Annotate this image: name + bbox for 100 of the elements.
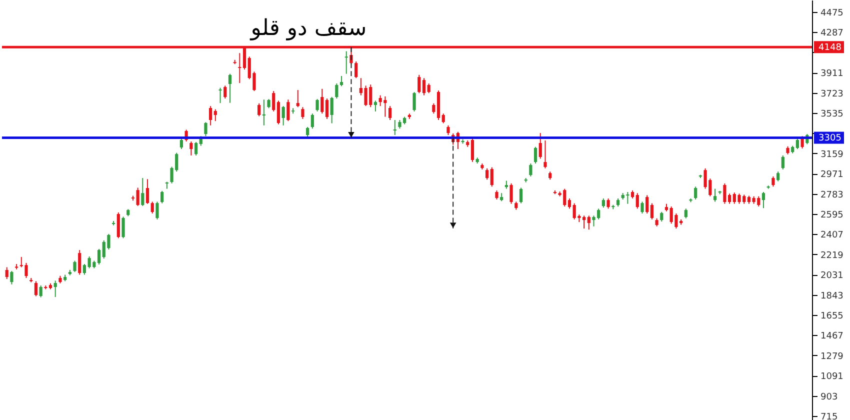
candlestick <box>34 280 38 297</box>
candlestick <box>267 98 270 109</box>
candlestick <box>800 136 804 149</box>
y-tick-label: 2783 <box>820 190 844 200</box>
text: سقف دو قلو <box>250 16 367 41</box>
y-tick-label: 3535 <box>820 110 844 120</box>
y-tick-label: 715 <box>820 412 838 420</box>
candlestick <box>262 99 266 126</box>
candlestick <box>320 88 324 114</box>
candlestick <box>194 142 198 156</box>
y-tick-label: 2407 <box>820 230 844 241</box>
y-tick-label: 4475 <box>820 8 844 19</box>
candlestick <box>204 122 208 137</box>
candlestick <box>418 74 421 94</box>
candlestick <box>529 163 532 177</box>
candlestick <box>82 263 86 276</box>
candlestick <box>209 106 212 126</box>
candlestick <box>602 198 605 208</box>
y-tick-label: 3159 <box>820 150 844 160</box>
candlestick <box>306 126 310 138</box>
candlestick <box>519 187 523 204</box>
candlestick <box>412 92 416 112</box>
candlestick <box>713 188 717 202</box>
y-tick-label: 4287 <box>820 28 844 39</box>
candlestick <box>354 60 358 79</box>
y-tick-label: 1655 <box>820 312 844 322</box>
candlestick <box>485 168 489 180</box>
candlestick <box>238 52 242 84</box>
candlestick <box>606 198 610 210</box>
y-tick-label: 2031 <box>820 271 844 282</box>
y-tick-label: 3911 <box>820 69 844 80</box>
candlestick <box>97 248 101 266</box>
candlestick <box>286 99 290 122</box>
candlestick <box>723 182 726 204</box>
candlestick <box>150 201 154 214</box>
candlestick <box>180 138 184 150</box>
y-tick-label: 3723 <box>820 89 844 100</box>
candlestick <box>330 96 334 124</box>
y-tick-label: 1467 <box>820 332 844 342</box>
y-tick-label: 903 <box>820 392 838 402</box>
candlestick <box>442 113 445 124</box>
candlestick <box>388 106 392 121</box>
candlestick <box>54 280 57 298</box>
candlestick <box>510 182 513 204</box>
candlestick <box>470 138 474 162</box>
candlestick <box>781 154 784 170</box>
candlestick <box>582 215 586 230</box>
y-tick-label: 1091 <box>820 372 844 382</box>
candlestick <box>684 208 688 219</box>
candlestick <box>122 216 125 239</box>
candlestick <box>728 193 732 204</box>
candlestick <box>218 87 222 104</box>
candlestick <box>296 90 300 108</box>
candlestick <box>316 98 319 112</box>
candlestick <box>568 198 572 210</box>
candlestick <box>282 106 285 126</box>
candlestick <box>78 250 82 276</box>
candlestick <box>5 266 8 280</box>
candlestick <box>776 171 780 182</box>
candlestick <box>228 73 232 104</box>
y-tick-label: 1843 <box>820 291 844 302</box>
candlestick <box>538 132 542 160</box>
candlestick <box>141 178 144 206</box>
candlestick <box>272 90 276 112</box>
candlestick <box>224 85 227 100</box>
candlestick <box>136 187 140 206</box>
candlestick <box>495 190 498 200</box>
candlestick <box>335 82 338 100</box>
candlestick <box>534 146 538 164</box>
candlestick <box>650 202 654 220</box>
candlestick <box>490 166 494 188</box>
candlestick <box>640 201 644 214</box>
candlestick <box>796 138 799 150</box>
candlestick <box>160 190 164 204</box>
candlestick <box>427 82 430 94</box>
candlestick <box>276 100 280 125</box>
candlestick <box>156 201 159 220</box>
candlestick <box>432 102 436 114</box>
candlestick <box>214 108 217 122</box>
y-tick-label: 2595 <box>820 210 844 221</box>
candlestick <box>762 192 766 209</box>
candlestick <box>646 194 649 214</box>
candlestick <box>310 113 314 130</box>
candlestick <box>340 75 344 87</box>
candlestick <box>422 78 426 96</box>
candlestick <box>325 98 329 120</box>
candlestick <box>116 212 120 239</box>
ref-line-label: 3305 <box>818 134 842 144</box>
candlestick <box>39 284 42 298</box>
candlestick <box>544 140 547 169</box>
candlestick <box>772 176 775 188</box>
candlestick <box>393 120 396 136</box>
candlestick <box>660 211 664 222</box>
y-tick-label: 1279 <box>820 352 844 362</box>
y-tick-label: 2219 <box>820 250 844 261</box>
candlestick <box>258 102 261 117</box>
candlestick <box>374 100 378 112</box>
candlestick <box>636 192 639 210</box>
candlestick <box>446 124 450 136</box>
y-tick-label: 2971 <box>820 170 844 180</box>
